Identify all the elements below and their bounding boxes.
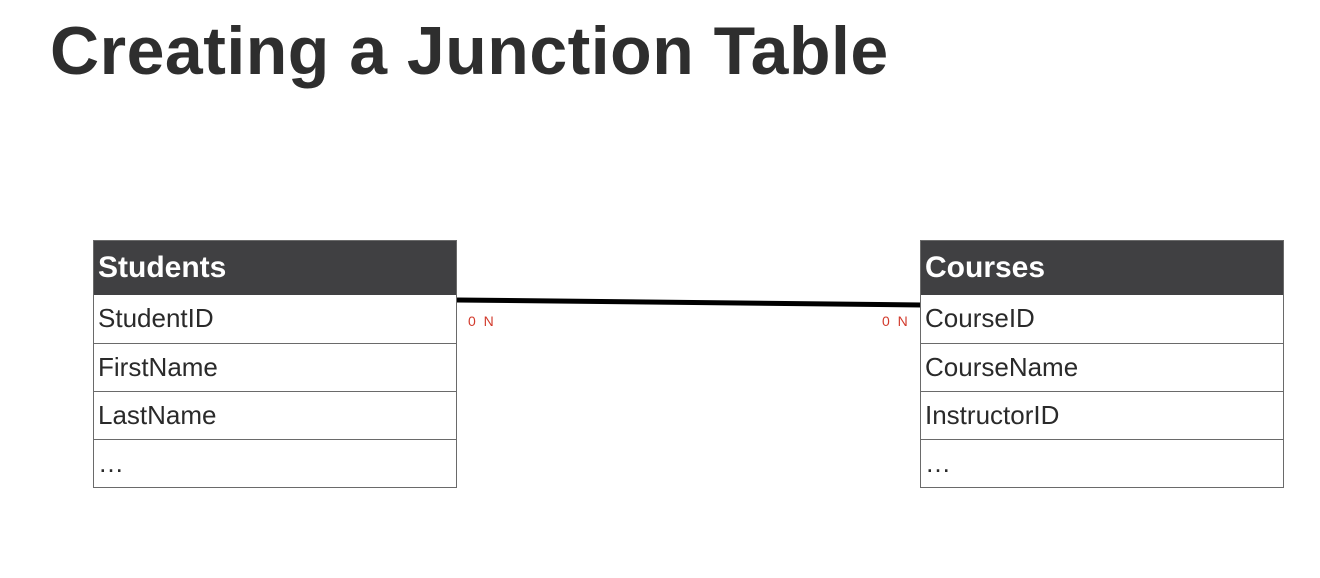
left-cardinality-label: 0 N bbox=[468, 313, 496, 329]
students-field-more: … bbox=[94, 439, 456, 487]
courses-field-more: … bbox=[921, 439, 1283, 487]
courses-table-header: Courses bbox=[921, 241, 1283, 295]
students-table: Students StudentID FirstName LastName … bbox=[93, 240, 457, 488]
students-field-firstname: FirstName bbox=[94, 343, 456, 391]
courses-fields: CourseID CourseName InstructorID … bbox=[921, 295, 1283, 487]
courses-field-coursename: CourseName bbox=[921, 343, 1283, 391]
students-table-header: Students bbox=[94, 241, 456, 295]
slide-title: Creating a Junction Table bbox=[50, 13, 889, 89]
students-fields: StudentID FirstName LastName … bbox=[94, 295, 456, 487]
students-field-studentid: StudentID bbox=[98, 303, 214, 333]
relationship-connector bbox=[456, 297, 922, 308]
students-field-lastname: LastName bbox=[94, 391, 456, 439]
courses-table: Courses CourseID CourseName InstructorID… bbox=[920, 240, 1284, 488]
courses-field-courseid: CourseID bbox=[925, 303, 1035, 333]
right-cardinality-label: 0 N bbox=[882, 313, 910, 329]
courses-field-instructorid: InstructorID bbox=[921, 391, 1283, 439]
